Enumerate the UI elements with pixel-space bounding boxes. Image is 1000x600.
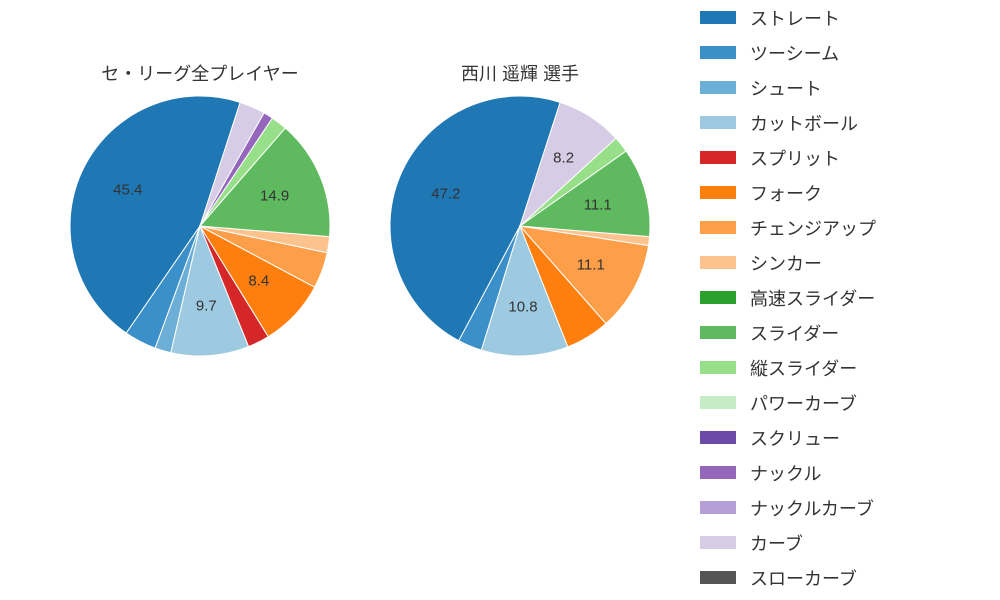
figure-container: セ・リーグ全プレイヤー 45.4 9.7 8.4 14.9 西川 遥輝 選手 47.2 10.… (0, 0, 1000, 600)
legend-swatch (700, 361, 736, 374)
legend-label: フォーク (750, 180, 822, 206)
legend-label: パワーカーブ (750, 390, 857, 416)
legend-swatch (700, 291, 736, 304)
pie-slice-label: 11.1 (577, 256, 605, 273)
legend-swatch (700, 81, 736, 94)
legend-item: 縦スライダー (700, 350, 990, 385)
chart-title: 西川 遥輝 選手 (370, 60, 670, 86)
legend-item: ストレート (700, 0, 990, 35)
legend-item: ツーシーム (700, 35, 990, 70)
legend-swatch (700, 11, 736, 24)
pie-chart: 西川 遥輝 選手 47.2 10.8 11.1 11.1 8.2 (370, 60, 670, 356)
legend-item: スローカーブ (700, 560, 990, 595)
legend-item: カーブ (700, 525, 990, 560)
legend-item: シュート (700, 70, 990, 105)
legend-item: チェンジアップ (700, 210, 990, 245)
legend-swatch (700, 151, 736, 164)
legend-item: ナックル (700, 455, 990, 490)
legend-label: チェンジアップ (750, 215, 876, 241)
pie-wrap: 47.2 10.8 11.1 11.1 8.2 (390, 96, 650, 356)
legend-swatch (700, 221, 736, 234)
pie-svg (390, 96, 650, 356)
pie-wrap: 45.4 9.7 8.4 14.9 (70, 96, 330, 356)
legend-label: ナックル (750, 460, 821, 486)
pie-slice-label: 14.9 (260, 187, 289, 204)
legend-item: ナックルカーブ (700, 490, 990, 525)
legend-swatch (700, 536, 736, 549)
pie-chart: セ・リーグ全プレイヤー 45.4 9.7 8.4 14.9 (50, 60, 350, 356)
legend-swatch (700, 431, 736, 444)
legend-item: スライダー (700, 315, 990, 350)
legend-swatch (700, 326, 736, 339)
pie-slice-label: 47.2 (431, 186, 460, 203)
legend-label: ナックルカーブ (750, 495, 874, 521)
pie-svg (70, 96, 330, 356)
pie-slice-label: 8.2 (553, 150, 574, 167)
legend-swatch (700, 501, 736, 514)
legend-item: 高速スライダー (700, 280, 990, 315)
pie-slice-label: 11.1 (584, 196, 612, 213)
legend-item: スプリット (700, 140, 990, 175)
legend: ストレートツーシームシュートカットボールスプリットフォークチェンジアップシンカー… (700, 0, 990, 595)
legend-swatch (700, 116, 736, 129)
legend-label: カットボール (750, 110, 858, 136)
legend-swatch (700, 186, 736, 199)
legend-label: スクリュー (750, 425, 840, 451)
legend-label: 高速スライダー (750, 285, 875, 311)
legend-item: カットボール (700, 105, 990, 140)
pie-slice-label: 8.4 (248, 273, 269, 290)
legend-item: シンカー (700, 245, 990, 280)
pie-slice-label: 10.8 (508, 298, 537, 315)
legend-item: スクリュー (700, 420, 990, 455)
legend-label: 縦スライダー (750, 355, 857, 381)
legend-swatch (700, 466, 736, 479)
legend-swatch (700, 46, 736, 59)
legend-label: シュート (750, 75, 822, 101)
legend-item: フォーク (700, 175, 990, 210)
pie-slice-label: 9.7 (196, 298, 217, 315)
legend-label: ツーシーム (750, 40, 839, 66)
legend-swatch (700, 571, 736, 584)
charts-area: セ・リーグ全プレイヤー 45.4 9.7 8.4 14.9 西川 遥輝 選手 47.2 10.… (0, 0, 680, 600)
legend-label: カーブ (750, 530, 803, 556)
legend-swatch (700, 396, 736, 409)
pie-slice-label: 45.4 (113, 182, 142, 199)
legend-label: スライダー (750, 320, 839, 346)
legend-label: シンカー (750, 250, 822, 276)
legend-label: スローカーブ (750, 565, 857, 591)
legend-label: ストレート (750, 5, 840, 31)
chart-title: セ・リーグ全プレイヤー (50, 60, 350, 86)
legend-item: パワーカーブ (700, 385, 990, 420)
legend-label: スプリット (750, 145, 840, 171)
legend-swatch (700, 256, 736, 269)
